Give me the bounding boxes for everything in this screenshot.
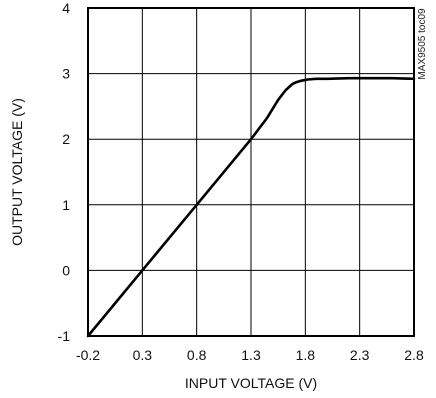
series-line [86, 76, 416, 338]
grid [87, 7, 415, 337]
x-tick-label: 1.3 [241, 347, 261, 363]
x-axis-title: INPUT VOLTAGE (V) [185, 375, 317, 391]
x-tick-label: 0.8 [187, 347, 207, 363]
tick-labels: -0.2 0.3 0.8 1.3 1.8 2.3 2.8 -1 0 1 2 3 4 [58, 0, 424, 363]
x-tick-label: 2.3 [350, 347, 370, 363]
x-tick-label: 0.3 [133, 347, 153, 363]
x-tick-label: -0.2 [76, 347, 100, 363]
y-tick-label: -1 [58, 328, 71, 344]
x-tick-label: 1.8 [296, 347, 316, 363]
plot-frame [87, 7, 415, 337]
series-layer [86, 76, 416, 338]
y-tick-label: 3 [62, 66, 70, 82]
y-tick-label: 0 [62, 262, 70, 278]
y-tick-label: 1 [62, 197, 70, 213]
y-tick-label: 4 [62, 0, 70, 16]
y-axis-title: OUTPUT VOLTAGE (V) [9, 98, 25, 246]
figure-code-label: MAX9505 toc09 [417, 8, 428, 80]
x-tick-label: 2.8 [404, 347, 424, 363]
y-tick-label: 2 [62, 131, 70, 147]
